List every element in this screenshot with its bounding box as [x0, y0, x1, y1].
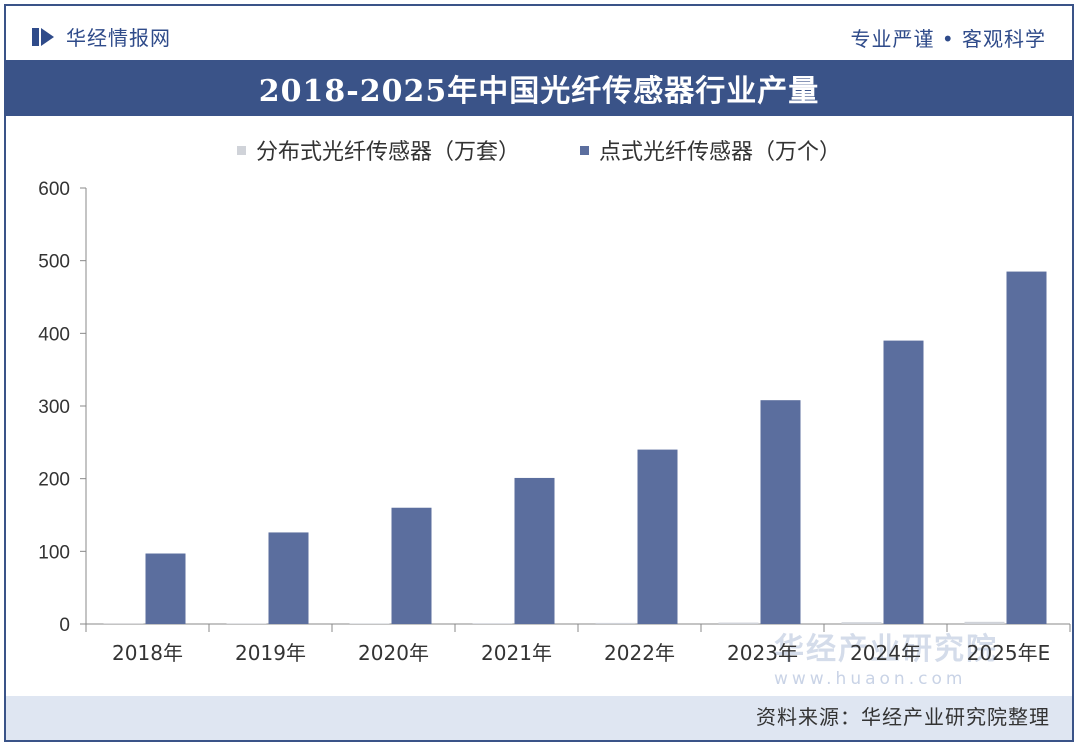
x-tick-label: 2024年 [850, 641, 921, 665]
x-tick-label: 2019年 [235, 641, 306, 665]
chart-title: 2018-2025年中国光纤传感器行业产量 [258, 74, 820, 109]
brand-logo-icon [32, 27, 54, 46]
watermark-name: 华经产业研究院 [774, 632, 998, 667]
x-tick-label: 2023年 [727, 641, 798, 665]
x-tick-label: 2022年 [604, 641, 675, 665]
brand: 华经情报网 [30, 22, 171, 51]
legend-label-distributed: 分布式光纤传感器（万套） [255, 140, 520, 165]
x-tick-label: 2018年 [112, 641, 183, 665]
bar-point [883, 340, 924, 624]
y-tick-label: 600 [38, 179, 70, 200]
source-note: 资料来源：华经产业研究院整理 [756, 705, 1050, 729]
y-tick-label: 200 [38, 470, 70, 491]
bar-distributed [841, 622, 882, 624]
y-tick-label: 100 [38, 542, 70, 563]
y-tick-label: 400 [38, 324, 70, 345]
bar-distributed [595, 622, 636, 624]
y-tick-label: 500 [38, 252, 70, 273]
footer-band: 资料来源：华经产业研究院整理 [6, 696, 1072, 740]
legend-label-point: 点式光纤传感器（万个） [599, 140, 842, 165]
bar-point [145, 553, 186, 624]
chart-frame: 华经情报网 专业严谨 • 客观科学 2018-2025年中国光纤传感器行业产量 … [4, 4, 1074, 742]
title-band: 2018-2025年中国光纤传感器行业产量 [6, 60, 1072, 116]
brand-name: 华经情报网 [66, 26, 171, 50]
bar-distributed [964, 621, 1005, 624]
legend-item-distributed: 分布式光纤传感器（万套） [236, 134, 520, 166]
bar-point [391, 507, 432, 624]
x-tick-label: 2025年E [967, 641, 1051, 665]
y-tick-label: 0 [59, 615, 70, 636]
bar-point [1006, 271, 1047, 624]
chart-plot: 0 100 200 300 400 500 600 2018年 2019年 2020年 2021年 2… [38, 179, 1071, 665]
legend-item-point: 点式光纤传感器（万个） [580, 134, 841, 166]
bar-point [268, 532, 309, 624]
bar-point [637, 449, 678, 624]
x-tick-label: 2021年 [481, 641, 552, 665]
x-tick-label: 2020年 [358, 641, 429, 665]
watermark-url: www.huaon.com [774, 669, 967, 689]
bar-distributed [472, 623, 513, 624]
bar-point [760, 400, 801, 624]
bar-distributed [718, 622, 759, 624]
motto: 专业严谨 • 客观科学 [850, 27, 1046, 51]
legend: 分布式光纤传感器（万套） 点式光纤传感器（万个） [6, 134, 1072, 166]
legend-swatch-distributed [236, 145, 246, 155]
bar-point [514, 477, 555, 624]
y-tick-label: 300 [38, 397, 70, 418]
bar-distributed [349, 623, 390, 624]
legend-swatch-point [580, 145, 589, 155]
